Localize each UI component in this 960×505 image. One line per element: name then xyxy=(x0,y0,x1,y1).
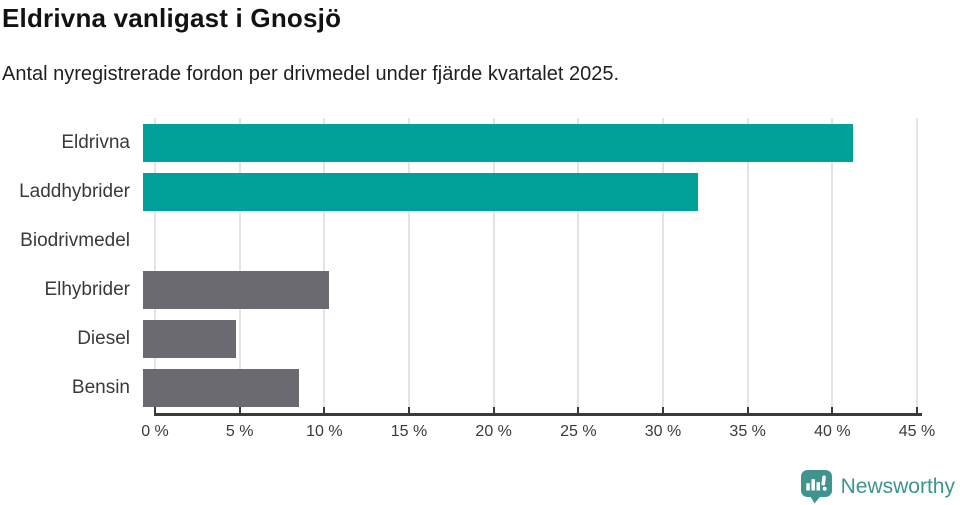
gridline xyxy=(238,118,241,413)
gridline xyxy=(408,118,410,413)
x-axis-tick xyxy=(492,407,495,416)
bar-row: Eldrivna xyxy=(0,118,960,167)
plot-area xyxy=(154,118,918,413)
category-label: Biodrivmedel xyxy=(20,229,130,251)
category-label: Elhybrider xyxy=(44,279,130,301)
bar-rows: Eldrivna Laddhybrider Biodrivmedel Elhybrid… xyxy=(0,118,960,413)
bar-laddhybrider xyxy=(143,172,699,211)
newsworthy-speech-bubble-bar-chart-icon xyxy=(800,469,834,504)
x-axis-tick-label: 10 % xyxy=(306,423,343,440)
gridline xyxy=(916,118,918,413)
x-axis-tick xyxy=(154,407,156,416)
x-axis-tick xyxy=(916,407,918,416)
gridline xyxy=(154,118,156,413)
x-axis-line xyxy=(155,413,922,416)
newsworthy-logo-label: Newsworthy xyxy=(840,474,955,498)
category-label: Eldrivna xyxy=(61,131,130,153)
x-axis-tick xyxy=(577,407,580,416)
x-axis-tick-label: 45 % xyxy=(898,423,936,440)
x-axis-tick xyxy=(831,407,834,416)
bar-row: Bensin xyxy=(0,364,960,413)
x-axis-tick-label: 0 % xyxy=(141,423,169,440)
bar-row: Elhybrider xyxy=(0,266,960,315)
x-axis-tick xyxy=(323,407,326,416)
bar-eldrivna xyxy=(143,123,853,162)
x-axis-tick-label: 20 % xyxy=(475,423,512,440)
x-axis-tick-label: 30 % xyxy=(644,423,682,440)
gridline xyxy=(746,118,749,413)
bar-row: Diesel xyxy=(0,315,960,364)
category-label: Bensin xyxy=(71,377,130,399)
x-axis-tick-label: 35 % xyxy=(729,423,766,440)
gridline xyxy=(492,118,495,413)
gridline xyxy=(662,118,664,413)
x-axis-tick xyxy=(662,407,664,416)
bar-row: Laddhybrider xyxy=(0,167,960,216)
gridline xyxy=(577,118,580,413)
x-axis-tick xyxy=(408,407,410,416)
bar-elhybrider xyxy=(143,271,330,310)
chart-subtitle: Antal nyregistrerade fordon per drivmede… xyxy=(2,63,620,85)
newsworthy-logo[interactable]: Newsworthy xyxy=(800,469,955,504)
category-label: Laddhybrider xyxy=(19,180,130,202)
x-axis-tick xyxy=(746,407,749,416)
bar-row: Biodrivmedel xyxy=(0,216,960,265)
chart-title: Eldrivna vanligast i Gnosjö xyxy=(2,3,342,33)
x-axis-tick xyxy=(238,407,241,416)
gridline xyxy=(831,118,834,413)
x-axis-tick-label: 5 % xyxy=(225,423,254,440)
bar-diesel xyxy=(143,320,237,359)
x-axis-tick-label: 40 % xyxy=(814,423,851,440)
category-label: Diesel xyxy=(77,328,130,350)
x-axis-tick-label: 25 % xyxy=(560,423,597,440)
bar-bensin xyxy=(143,369,299,408)
x-axis-tick-label: 15 % xyxy=(390,423,428,440)
gridline xyxy=(323,118,326,413)
